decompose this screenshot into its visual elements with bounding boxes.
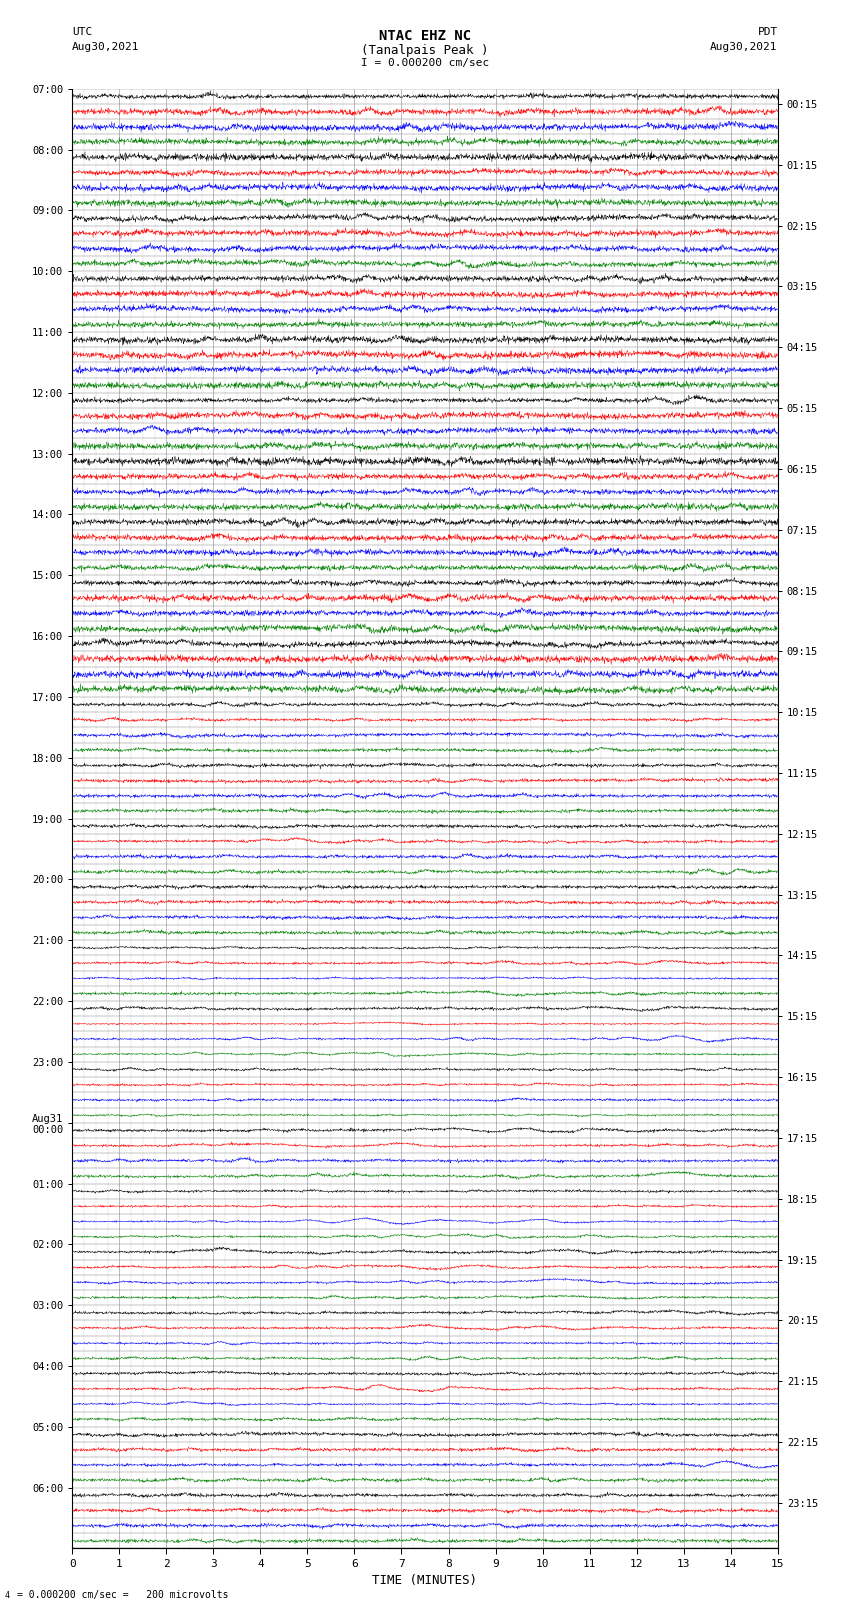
Text: (Tanalpais Peak ): (Tanalpais Peak ) [361,44,489,56]
Text: Aug30,2021: Aug30,2021 [72,42,139,52]
Text: UTC: UTC [72,27,93,37]
X-axis label: TIME (MINUTES): TIME (MINUTES) [372,1574,478,1587]
Text: 4: 4 [4,1590,9,1600]
Text: = 0.000200 cm/sec =   200 microvolts: = 0.000200 cm/sec = 200 microvolts [17,1590,229,1600]
Text: I = 0.000200 cm/sec: I = 0.000200 cm/sec [361,58,489,68]
Text: Aug30,2021: Aug30,2021 [711,42,778,52]
Text: PDT: PDT [757,27,778,37]
Text: NTAC EHZ NC: NTAC EHZ NC [379,29,471,44]
